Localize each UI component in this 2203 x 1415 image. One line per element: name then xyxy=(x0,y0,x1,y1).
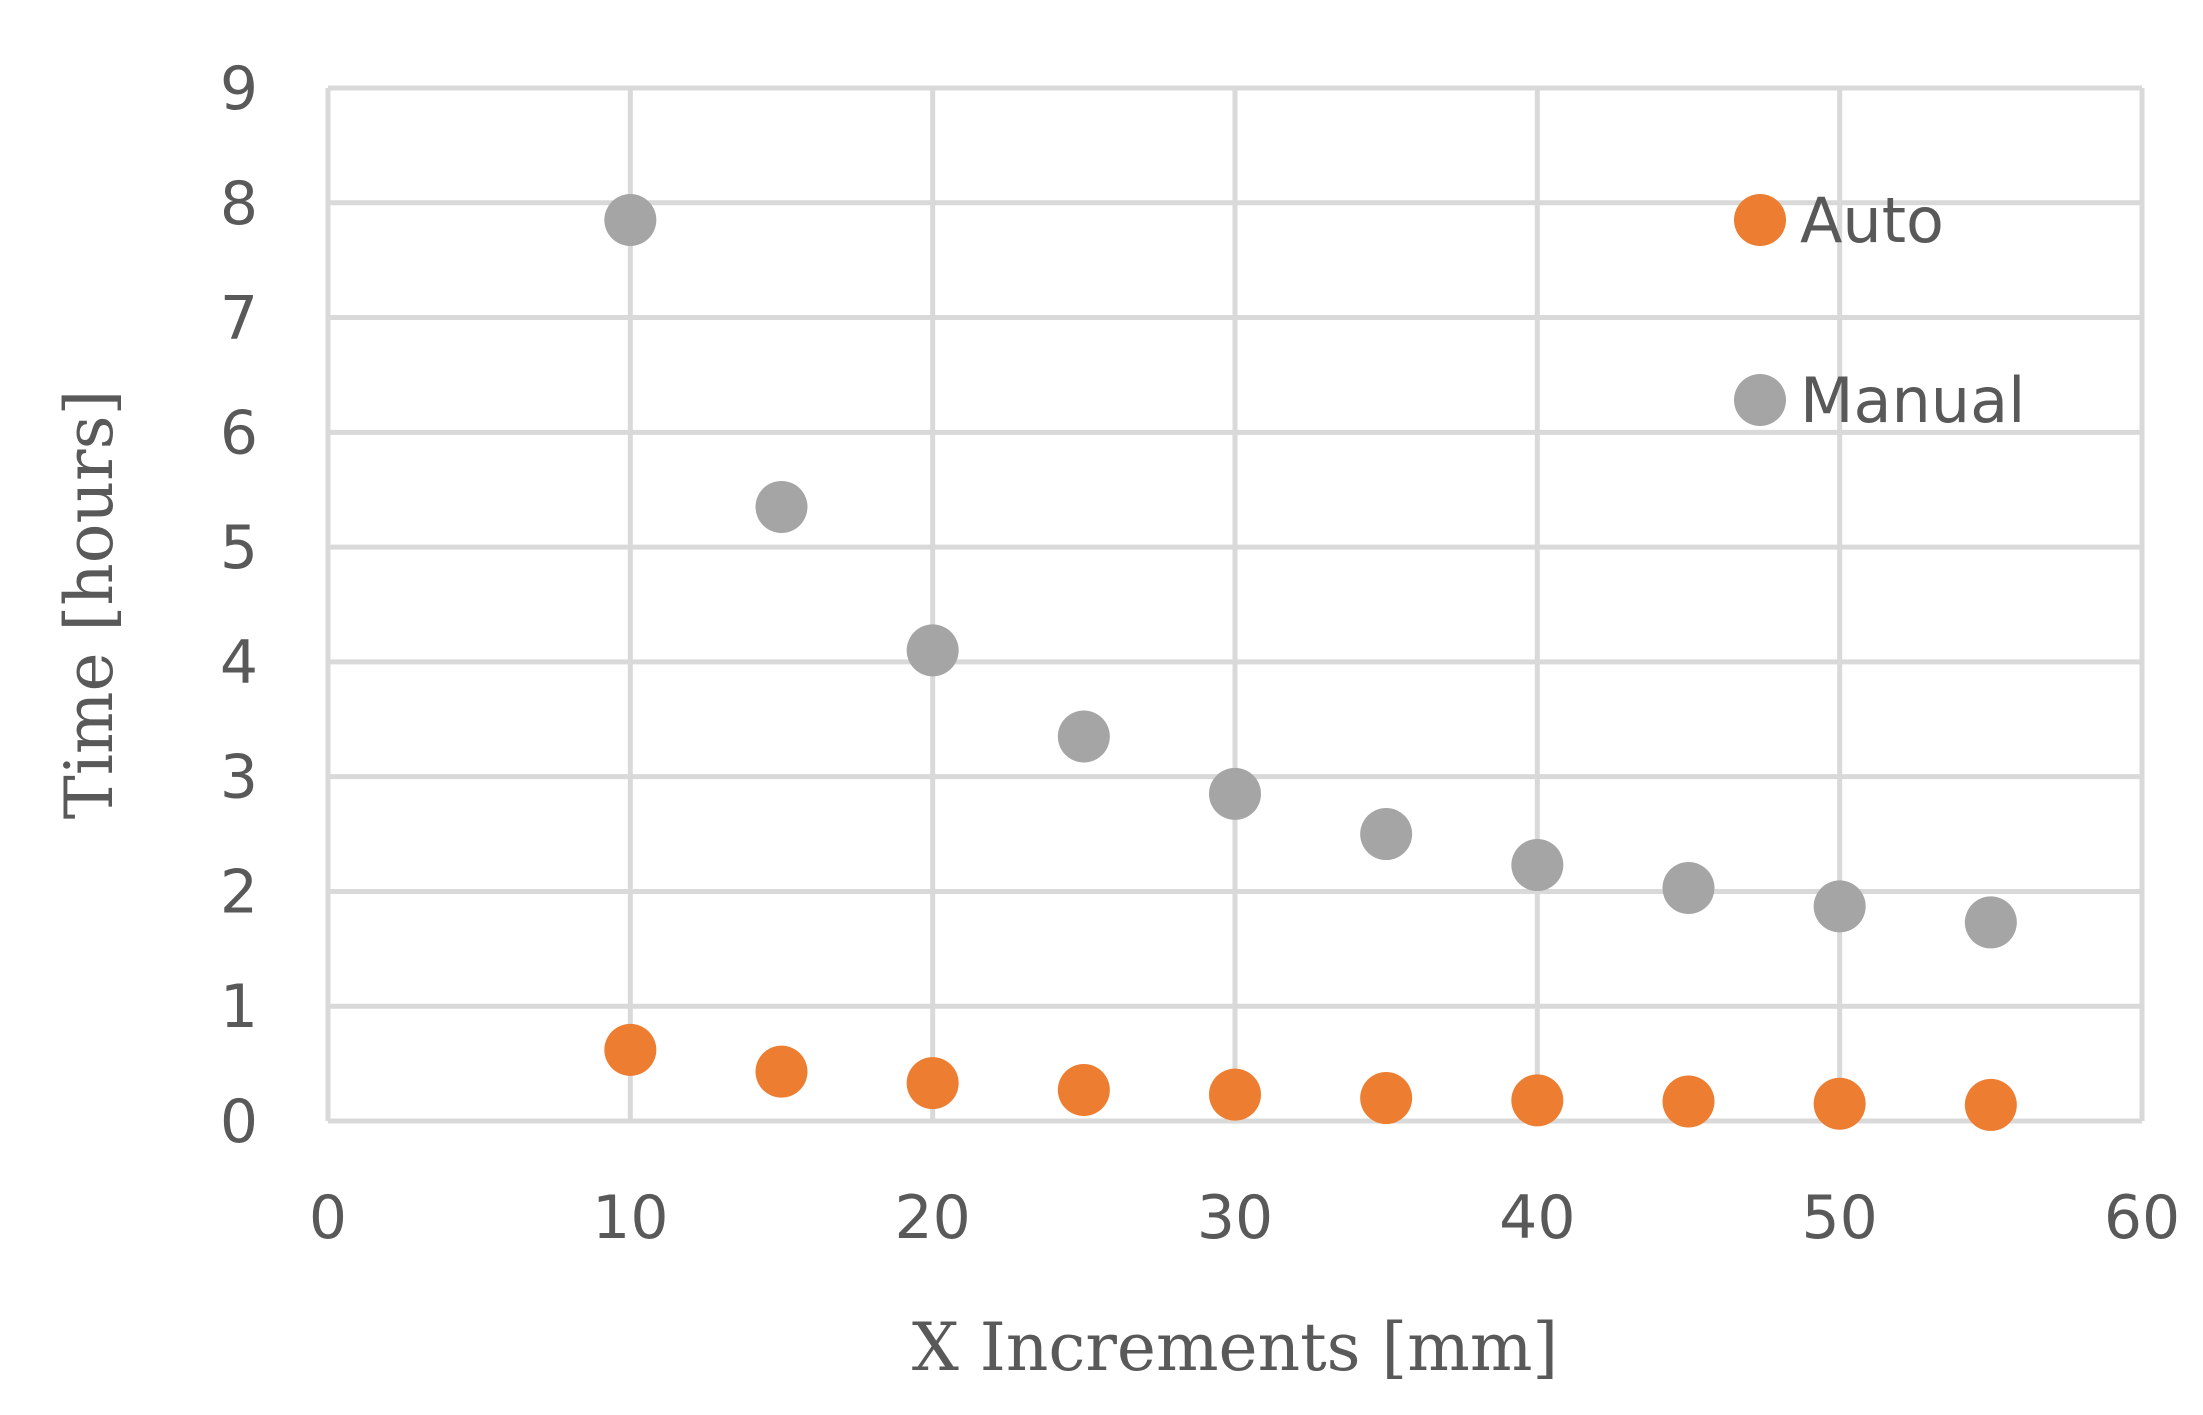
legend-marker-auto xyxy=(1734,194,1786,246)
manual-point xyxy=(1209,767,1261,820)
grid xyxy=(325,85,2145,1124)
manual-point xyxy=(1964,896,2017,949)
y-tick-label: 1 xyxy=(220,972,258,1042)
auto-point xyxy=(755,1045,808,1098)
x-tick-label: 30 xyxy=(1197,1183,1273,1253)
y-tick-label: 7 xyxy=(220,284,258,354)
y-tick-label: 8 xyxy=(220,169,258,239)
y-tick-label: 5 xyxy=(220,513,258,583)
data-points xyxy=(604,193,2017,1131)
tick-labels: 0 1 2 3 4 5 6 7 8 9 0 10 20 30 40 50 60 xyxy=(220,54,2180,1253)
auto-point xyxy=(1360,1072,1413,1125)
x-tick-label: 20 xyxy=(894,1183,970,1253)
y-tick-label: 4 xyxy=(220,628,258,698)
y-tick-label: 3 xyxy=(220,743,258,813)
auto-point xyxy=(1057,1064,1110,1117)
legend-marker-manual xyxy=(1734,374,1786,426)
manual-point xyxy=(1057,710,1110,763)
auto-point xyxy=(604,1023,657,1076)
x-tick-label: 50 xyxy=(1801,1183,1877,1253)
auto-point xyxy=(1662,1075,1715,1128)
manual-point xyxy=(604,193,657,246)
y-axis-title: Time [hours] xyxy=(51,390,128,819)
y-tick-label: 2 xyxy=(220,857,258,927)
legend-label-manual: Manual xyxy=(1800,364,2025,437)
legend: Auto Manual xyxy=(1734,184,2025,437)
manual-point xyxy=(1662,862,1715,915)
y-tick-label: 6 xyxy=(220,398,258,468)
x-tick-label: 0 xyxy=(309,1183,347,1253)
auto-point xyxy=(1813,1077,1866,1130)
y-tick-label: 0 xyxy=(220,1087,258,1157)
auto-point xyxy=(1964,1078,2017,1131)
x-tick-label: 60 xyxy=(2104,1183,2180,1253)
auto-point xyxy=(906,1057,959,1110)
manual-point xyxy=(1511,839,1564,892)
x-tick-label: 10 xyxy=(592,1183,668,1253)
x-tick-label: 40 xyxy=(1499,1183,1575,1253)
y-tick-label: 9 xyxy=(220,54,258,124)
legend-label-auto: Auto xyxy=(1800,184,1944,257)
manual-point xyxy=(1813,880,1866,933)
auto-point xyxy=(1209,1068,1261,1121)
manual-point xyxy=(906,624,959,677)
manual-point xyxy=(755,480,808,533)
auto-point xyxy=(1511,1074,1564,1127)
manual-point xyxy=(1360,808,1413,861)
x-axis-title: X Increments [mm] xyxy=(912,1309,1558,1386)
